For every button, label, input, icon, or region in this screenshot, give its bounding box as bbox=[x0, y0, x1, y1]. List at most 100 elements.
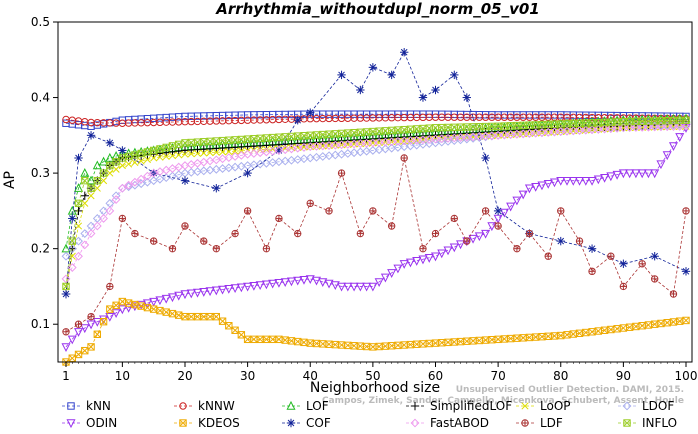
data-point bbox=[81, 346, 89, 355]
data-point bbox=[211, 286, 221, 296]
x-tick-label: 30 bbox=[240, 369, 255, 383]
data-point bbox=[682, 316, 690, 325]
data-point bbox=[493, 130, 503, 140]
data-point bbox=[74, 183, 84, 192]
data-point bbox=[324, 279, 334, 289]
data-point bbox=[212, 148, 220, 156]
data-point bbox=[450, 70, 459, 80]
data-point bbox=[99, 318, 108, 326]
data-point bbox=[638, 322, 646, 330]
legend-label: kNN bbox=[86, 399, 111, 413]
data-point bbox=[600, 173, 610, 183]
data-point bbox=[117, 305, 127, 315]
data-point bbox=[387, 137, 397, 147]
series-kdeos bbox=[62, 297, 690, 366]
data-point bbox=[187, 138, 195, 147]
data-point bbox=[399, 48, 409, 57]
data-point bbox=[162, 308, 170, 316]
data-point bbox=[676, 116, 684, 125]
data-point bbox=[405, 258, 415, 268]
data-point bbox=[74, 320, 83, 328]
data-point bbox=[506, 202, 516, 212]
data-point bbox=[349, 282, 359, 292]
series-line-cof bbox=[65, 51, 687, 295]
data-point bbox=[61, 251, 71, 261]
data-point bbox=[356, 128, 365, 137]
data-point bbox=[74, 350, 83, 359]
data-point bbox=[481, 207, 490, 215]
data-point bbox=[430, 252, 441, 262]
data-point bbox=[500, 122, 509, 130]
data-point bbox=[206, 137, 214, 146]
data-point bbox=[331, 130, 339, 138]
data-point bbox=[219, 148, 227, 156]
data-point bbox=[613, 325, 621, 333]
data-point bbox=[230, 284, 240, 294]
data-point bbox=[406, 125, 415, 133]
legend-label: LoOP bbox=[540, 399, 571, 413]
legend-label: LDF bbox=[540, 416, 563, 430]
data-point bbox=[355, 282, 365, 292]
data-point bbox=[513, 244, 521, 253]
data-point bbox=[161, 165, 171, 175]
data-point bbox=[581, 125, 591, 135]
data-point bbox=[324, 141, 334, 150]
data-point bbox=[300, 338, 308, 347]
data-point bbox=[518, 190, 528, 200]
data-point bbox=[487, 131, 497, 141]
data-point bbox=[111, 309, 121, 318]
y-tick-label: 0.3 bbox=[31, 166, 50, 180]
data-point bbox=[606, 172, 616, 182]
data-point bbox=[549, 178, 560, 188]
data-point bbox=[543, 127, 553, 137]
x-tick-label: 90 bbox=[616, 369, 631, 383]
legend-label: kNNW bbox=[198, 399, 235, 413]
data-point bbox=[200, 237, 208, 245]
data-point bbox=[631, 123, 641, 132]
data-point bbox=[424, 135, 434, 144]
data-point bbox=[136, 174, 146, 184]
series-cof bbox=[61, 48, 691, 299]
data-point bbox=[512, 196, 522, 206]
data-point bbox=[155, 296, 165, 306]
data-point bbox=[399, 260, 409, 269]
data-point bbox=[86, 131, 96, 140]
data-point bbox=[625, 169, 635, 179]
data-point bbox=[619, 282, 628, 291]
data-point bbox=[625, 123, 635, 133]
data-point bbox=[112, 301, 120, 310]
data-point bbox=[74, 236, 83, 246]
watermark-line-2: Campos, Zimek, Sander, Campello, Micenko… bbox=[322, 396, 684, 406]
data-point bbox=[212, 312, 221, 321]
watermark-line-1: Unsupervised Outlier Detection. DAMI, 20… bbox=[456, 385, 684, 395]
data-point bbox=[588, 328, 596, 336]
data-point bbox=[237, 331, 246, 339]
data-point bbox=[418, 255, 428, 265]
data-point bbox=[181, 139, 189, 147]
legend-label: LOF bbox=[306, 399, 329, 413]
data-point bbox=[356, 229, 365, 238]
plot-frame bbox=[57, 21, 693, 363]
legend-marker bbox=[66, 419, 76, 429]
data-point bbox=[92, 160, 102, 170]
data-point bbox=[212, 244, 221, 253]
data-point bbox=[412, 135, 422, 145]
legend-marker bbox=[622, 401, 632, 411]
data-point bbox=[587, 244, 597, 253]
data-point bbox=[181, 150, 189, 158]
data-point bbox=[130, 177, 140, 187]
data-point bbox=[525, 229, 534, 238]
data-point bbox=[306, 199, 314, 208]
data-point bbox=[112, 158, 120, 166]
data-point bbox=[67, 205, 77, 215]
legend-label: LDOF bbox=[642, 399, 674, 413]
data-point bbox=[67, 263, 77, 272]
data-point bbox=[67, 335, 77, 345]
data-point bbox=[186, 289, 196, 299]
data-point bbox=[463, 237, 471, 245]
data-point bbox=[575, 176, 585, 186]
x-tick-label: 20 bbox=[177, 369, 192, 383]
series-fastabod bbox=[61, 121, 691, 284]
data-point bbox=[337, 140, 346, 150]
data-point bbox=[111, 191, 121, 201]
